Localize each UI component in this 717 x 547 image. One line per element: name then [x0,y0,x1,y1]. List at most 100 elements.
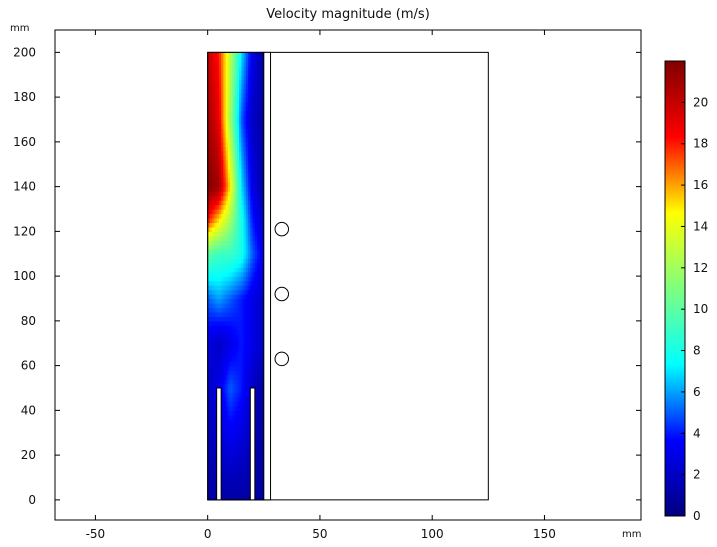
field-cell [239,267,242,273]
field-cell [230,204,233,210]
field-cell [223,182,227,188]
field-cell [248,195,251,201]
field-cell [227,195,231,201]
field-cell [218,115,222,121]
field-cell [236,195,240,201]
field-cell [239,338,242,344]
field-cell [214,316,218,322]
field-cell [234,352,238,358]
field-cell [257,347,260,353]
field-cell [252,226,256,232]
field-cell [248,370,251,376]
field-cell [221,311,224,317]
field-cell [218,334,222,340]
colorbar-tick-label: 0 [693,509,701,523]
field-cell [241,271,245,277]
field-cell [207,361,211,367]
field-cell [234,209,238,215]
field-cell [254,307,258,313]
field-cell [221,186,224,192]
field-cell [232,396,236,403]
field-cell [257,128,260,134]
field-cell [257,209,260,215]
field-cell [259,249,263,255]
field-cell [261,150,265,156]
field-cell [214,329,218,335]
field-cell [241,307,245,313]
field-cell [245,298,249,304]
field-cell [216,101,220,107]
field-cell [216,320,220,326]
field-cell [259,481,263,488]
field-cell [245,164,249,170]
field-cell [209,222,213,228]
field-cell [259,464,263,470]
field-cell [216,182,220,188]
field-cell [232,267,236,273]
field-cell [225,70,229,76]
field-cell [214,70,218,76]
field-cell [236,191,240,197]
field-cell [227,450,231,456]
field-cell [241,280,245,286]
field-cell [245,481,249,488]
field-cell [245,177,249,183]
field-cell [230,128,233,134]
field-cell [214,249,218,255]
field-cell [207,150,211,156]
field-cell [259,204,263,210]
field-cell [227,365,231,371]
field-cell [236,486,240,492]
field-cell [239,65,242,71]
field-cell [252,338,256,344]
field-cell [223,70,227,76]
field-cell [225,446,229,452]
field-cell [232,370,236,376]
field-cell [257,473,260,479]
field-cell [223,486,227,492]
field-cell [261,168,265,174]
field-cell [225,253,229,259]
field-cell [236,441,240,447]
field-cell [243,235,247,241]
colorbar-tick-label: 18 [693,137,708,151]
field-cell [214,289,218,295]
field-cell [254,56,258,62]
field-cell [234,74,238,80]
field-cell [216,276,220,282]
field-cell [227,468,231,474]
field-cell [261,92,265,98]
field-cell [221,423,224,429]
field-cell [214,343,218,349]
field-cell [234,110,238,116]
field-cell [254,79,258,85]
field-cell [248,258,251,264]
field-cell [230,459,233,465]
field-cell [250,285,254,291]
field-cell [254,490,258,496]
field-cell [261,481,265,488]
field-cell [239,231,242,237]
field-cell [234,244,238,250]
field-cell [225,141,229,147]
field-cell [248,419,251,425]
field-cell [227,294,231,300]
field-cell [248,316,251,322]
field-cell [207,401,211,407]
field-cell [216,132,220,138]
field-cell [212,83,216,89]
field-cell [254,235,258,241]
field-cell [225,338,229,344]
field-cell [232,204,236,210]
x-tick-label: -50 [86,527,106,541]
field-cell [214,88,218,94]
field-cell [259,213,263,219]
field-cell [261,437,265,443]
field-cell [236,450,240,456]
field-cell [257,334,260,340]
field-cell [212,123,216,130]
field-cell [250,123,254,130]
field-cell [243,401,247,407]
field-cell [232,450,236,456]
field-cell [248,61,251,67]
